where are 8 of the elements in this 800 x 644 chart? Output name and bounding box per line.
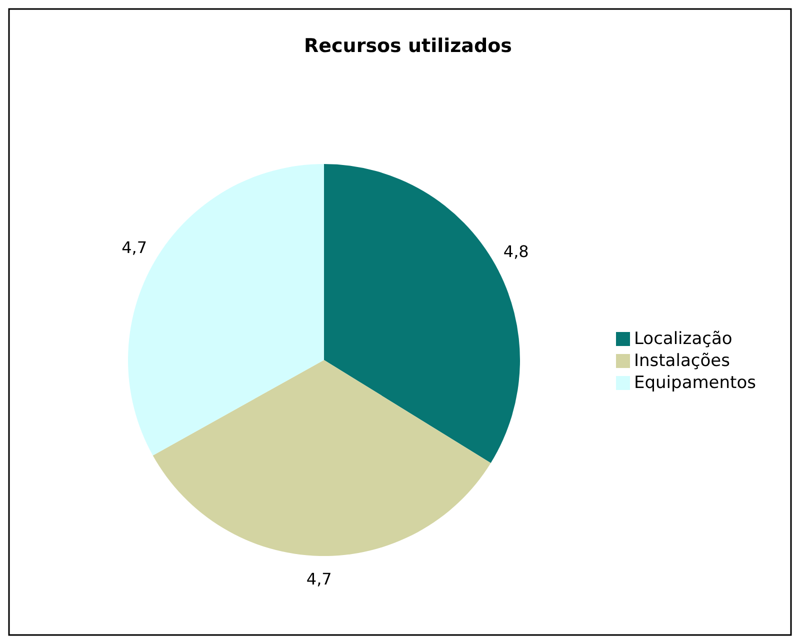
legend-label: Equipamentos <box>634 373 756 393</box>
data-label: 4,7 <box>122 238 148 257</box>
pie-slice <box>152 360 491 556</box>
legend-label: Localização <box>634 329 732 349</box>
legend-label: Instalações <box>634 351 730 371</box>
data-label: 4,8 <box>503 242 529 262</box>
data-label: 4,7 <box>306 569 332 588</box>
chart-title: Recursos utilizados <box>304 35 512 57</box>
